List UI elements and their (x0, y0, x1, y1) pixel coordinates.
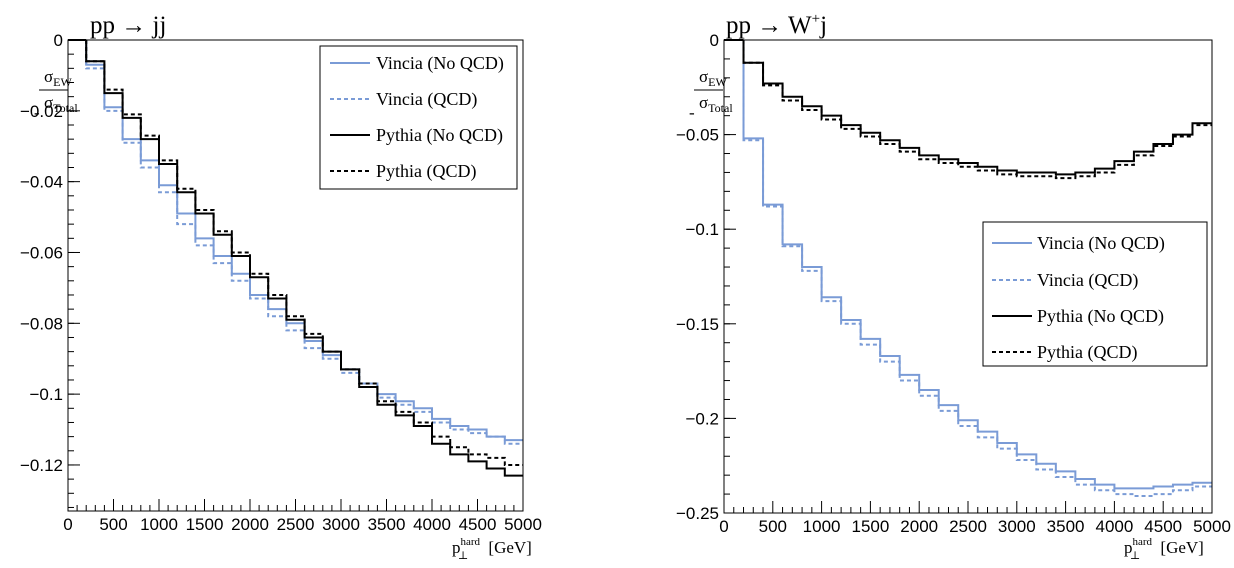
x-tick-label: 3000 (322, 515, 360, 534)
legend-label-pythia-qcd: Pythia (QCD) (376, 161, 477, 182)
legend-label-vincia-qcd: Vincia (QCD) (376, 89, 477, 110)
x-tick-label: 0 (719, 517, 728, 536)
x-tick-label: 4500 (1144, 517, 1182, 536)
legend: Vincia (No QCD) Vincia (QCD) Pythia (No … (982, 221, 1208, 367)
plot-frame (723, 39, 1213, 514)
plot-frame (67, 39, 524, 512)
series-line-vincia-qcd (742, 40, 1212, 497)
x-tick-label: 1000 (140, 515, 178, 534)
legend-item-pythia-qcd: Pythia (QCD) (992, 342, 1138, 363)
plot-title-text: pp → jj (90, 12, 166, 39)
x-tick-label: 500 (759, 517, 787, 536)
y-axis-title-sign: - (34, 103, 40, 122)
x-tick-label: 4000 (1095, 517, 1133, 536)
x-tick-label: 1000 (803, 517, 841, 536)
y-tick-label: −0.12 (20, 456, 63, 475)
x-axis-title-text: phard ⊥ [GeV] (1124, 536, 1204, 562)
x-tick-label: 3000 (998, 517, 1036, 536)
legend-box (982, 221, 1208, 367)
y-tick-label: −0.15 (676, 315, 719, 334)
legend-box (319, 45, 518, 190)
legend-item-vincia-no-qcd: Vincia (No QCD) (330, 53, 504, 74)
y-tick-label: −0.2 (685, 409, 719, 428)
x-tick-label: 1500 (851, 517, 889, 536)
series-line-vincia-no-qcd (742, 40, 1212, 490)
plot-title-text: pp → W+j (726, 11, 827, 39)
x-tick-label: 0 (63, 515, 72, 534)
legend: Vincia (No QCD) Vincia (QCD) Pythia (No … (319, 45, 518, 190)
y-tick-label: 0 (710, 31, 719, 50)
legend-label-pythia-qcd: Pythia (QCD) (1037, 342, 1138, 363)
x-tick-label: 3500 (1047, 517, 1085, 536)
y-axis-title-sign: - (689, 103, 695, 122)
legend-item-pythia-no-qcd: Pythia (No QCD) (992, 306, 1164, 327)
x-tick-label: 2500 (277, 515, 315, 534)
y-tick-label: −0.1 (29, 385, 63, 404)
x-axis-title: phard ⊥ [GeV] (452, 536, 532, 562)
plot-title: pp → jj (90, 12, 166, 39)
y-tick-label: −0.02 (20, 102, 63, 121)
x-axis-title-text: phard ⊥ [GeV] (452, 536, 532, 562)
legend-label-vincia-qcd: Vincia (QCD) (1037, 270, 1138, 291)
x-tick-label: 2000 (231, 515, 269, 534)
x-tick-label: 4500 (459, 515, 497, 534)
series-line-pythia-qcd (742, 40, 1212, 180)
chart-jj: pp → jj σEW σTotal - 0 500 1000 1500 2000 250… (20, 12, 542, 562)
x-tick-label: 1500 (186, 515, 224, 534)
x-tick-label: 5000 (504, 515, 542, 534)
y-axis-ticks: 0 −0.05 −0.1 −0.15 −0.2 −0.25 (676, 31, 736, 523)
x-tick-label: 4000 (413, 515, 451, 534)
legend-label-pythia-no-qcd: Pythia (No QCD) (376, 125, 503, 146)
y-axis-title-num: σEW (699, 67, 728, 89)
x-tick-label: 3500 (368, 515, 406, 534)
series-line-pythia-no-qcd (742, 40, 1212, 176)
y-tick-label: −0.1 (685, 220, 719, 239)
y-axis-ticks: 0 −0.02 −0.04 −0.06 −0.08 −0.1 −0.12 (20, 31, 80, 508)
y-axis-title-den: σTotal (699, 93, 733, 115)
plot-title: pp → W+j (726, 11, 827, 39)
x-tick-label: 5000 (1193, 517, 1231, 536)
legend-item-vincia-qcd: Vincia (QCD) (992, 270, 1138, 291)
y-tick-label: −0.25 (676, 504, 719, 523)
y-tick-label: −0.08 (20, 314, 63, 333)
legend-label-vincia-no-qcd: Vincia (No QCD) (1037, 233, 1165, 254)
y-tick-label: −0.06 (20, 243, 63, 262)
x-axis-title: phard ⊥ [GeV] (1124, 536, 1204, 562)
x-tick-label: 500 (99, 515, 127, 534)
legend-item-pythia-no-qcd: Pythia (No QCD) (330, 125, 503, 146)
legend-label-pythia-no-qcd: Pythia (No QCD) (1037, 306, 1164, 327)
y-tick-label: −0.04 (20, 173, 63, 192)
legend-item-pythia-qcd: Pythia (QCD) (330, 161, 477, 182)
x-tick-label: 2000 (900, 517, 938, 536)
y-axis-title-den: σTotal (44, 93, 78, 115)
y-tick-label: 0 (54, 31, 63, 50)
legend-item-vincia-no-qcd: Vincia (No QCD) (992, 233, 1165, 254)
x-tick-label: 2500 (949, 517, 987, 536)
y-axis-title: σEW σTotal - (689, 67, 733, 122)
x-axis-ticks: 0 500 1000 1500 2000 2500 3000 3500 4000 4500 5000 (63, 499, 542, 534)
chart-wj: pp → W+j σEW σTotal - 0 500 1000 1500 2000 25… (676, 11, 1231, 562)
x-axis-ticks: 0 500 1000 1500 2000 2500 3000 3500 4000 4500 5000 (719, 501, 1231, 536)
y-tick-label: −0.05 (676, 126, 719, 145)
legend-label-vincia-no-qcd: Vincia (No QCD) (376, 53, 504, 74)
series-line-pythia-qcd (85, 40, 523, 466)
legend-item-vincia-qcd: Vincia (QCD) (330, 89, 477, 110)
